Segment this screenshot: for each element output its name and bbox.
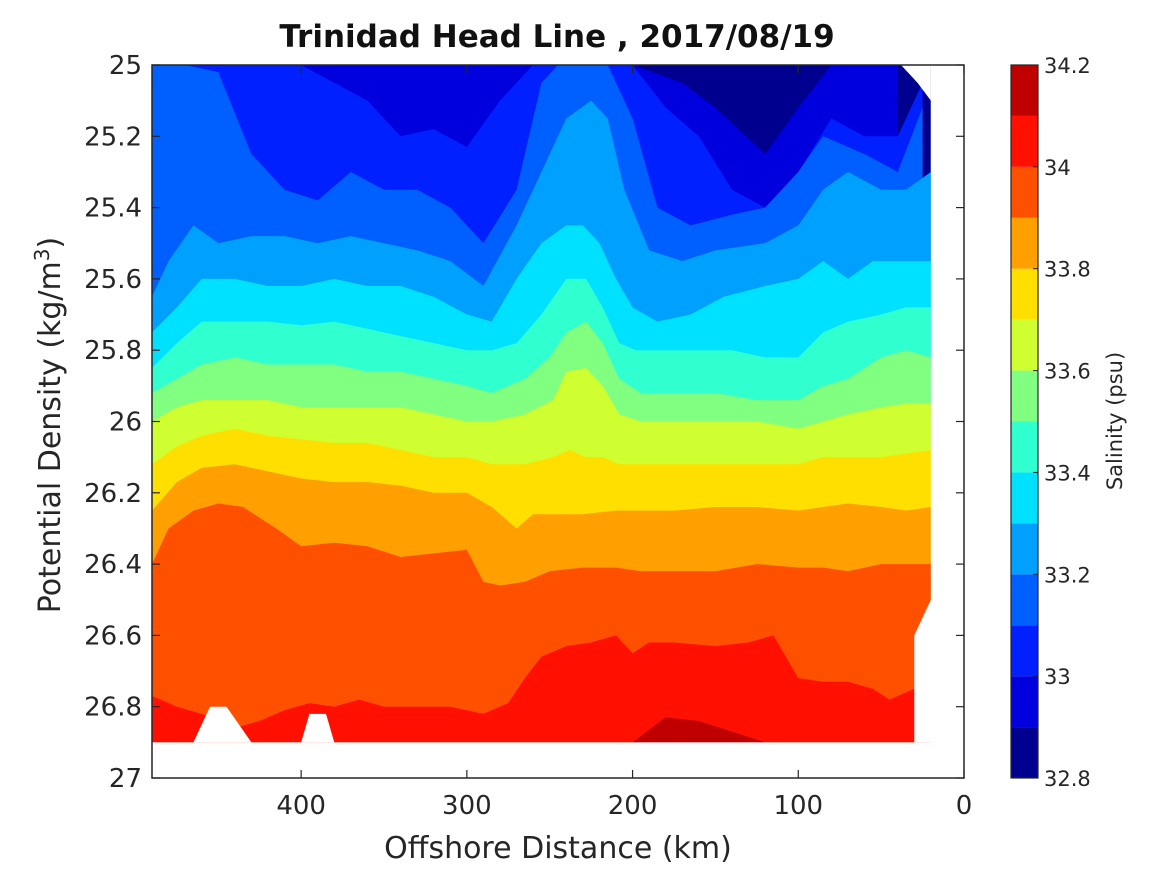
colorbar-tick-label: 32.8 xyxy=(1044,767,1091,791)
colorbar-tick-label: 33.4 xyxy=(1044,461,1091,485)
plot-area xyxy=(152,65,964,778)
chart-title: Trinidad Head Line , 2017/08/19 xyxy=(279,19,834,55)
colorbar: 34.2 34 33.8 33.6 33.4 33.2 33 32.8 xyxy=(1010,54,1091,791)
x-tick-label: 400 xyxy=(276,791,326,821)
colorbar-swatch xyxy=(1011,676,1038,728)
colorbar-swatch xyxy=(1011,268,1038,320)
y-axis: 25 25.2 25.4 25.6 25.8 26 26.2 26.4 26.6 26.8 27 xyxy=(84,51,964,794)
colorbar-tick-label: 34.2 xyxy=(1044,54,1091,78)
y-axis-label-end: ) xyxy=(33,237,68,249)
x-tick-label: 300 xyxy=(442,791,492,821)
colorbar-swatch xyxy=(1011,421,1038,473)
x-tick-label: 0 xyxy=(956,791,973,821)
no-data-region-bottom xyxy=(152,742,964,778)
x-tick-label: 100 xyxy=(773,791,823,821)
x-axis: 400 300 200 100 0 xyxy=(276,65,972,821)
contour-band-34.1 xyxy=(152,717,931,743)
colorbar-swatch xyxy=(1011,217,1038,269)
colorbar-swatch xyxy=(1011,166,1038,218)
colorbar-swatch xyxy=(1011,65,1038,116)
colorbar-tick-label: 33.2 xyxy=(1044,563,1091,587)
y-tick-label: 26.4 xyxy=(84,550,142,580)
colorbar-swatch xyxy=(1011,115,1038,167)
colorbar-swatch xyxy=(1011,625,1038,677)
no-data-notch-1 xyxy=(193,706,252,743)
colorbar-tick-label: 33.8 xyxy=(1044,258,1091,282)
colorbar-tick-label: 33 xyxy=(1044,665,1071,689)
x-tick-label: 200 xyxy=(608,791,658,821)
y-tick-label: 27 xyxy=(109,764,142,794)
colorbar-tick-label: 33.6 xyxy=(1044,360,1091,384)
contour-band-34 xyxy=(152,635,931,743)
colorbar-swatch xyxy=(1011,370,1038,422)
y-axis-label-sup: 3 xyxy=(30,248,54,261)
colorbar-swatch xyxy=(1011,523,1038,575)
no-data-region-right xyxy=(897,65,964,778)
y-tick-label: 26.2 xyxy=(84,479,142,509)
no-data-notch-2 xyxy=(301,713,335,743)
y-axis-label-main: Potential Density (kg/m xyxy=(33,261,68,613)
colorbar-label: Salinity (psu) xyxy=(1103,352,1127,490)
colorbar-swatch xyxy=(1011,472,1038,524)
colorbar-tick-label: 34 xyxy=(1044,156,1071,180)
y-axis-label: Potential Density (kg/m3) xyxy=(30,237,68,613)
y-tick-label: 25.4 xyxy=(84,194,142,224)
no-data-region-top-right xyxy=(901,65,931,101)
x-axis-label: Offshore Distance (km) xyxy=(384,831,732,866)
y-tick-label: 25 xyxy=(109,51,142,81)
y-tick-label: 25.6 xyxy=(84,265,142,295)
colorbar-swatch xyxy=(1011,319,1038,371)
y-tick-label: 26 xyxy=(109,408,142,438)
y-tick-label: 25.2 xyxy=(84,122,142,152)
colorbar-frame xyxy=(1010,64,1039,779)
y-tick-label: 26.8 xyxy=(84,693,142,723)
y-tick-label: 26.6 xyxy=(84,621,142,651)
y-tick-label: 25.8 xyxy=(84,336,142,366)
colorbar-swatch xyxy=(1011,727,1038,778)
colorbar-swatch xyxy=(1011,574,1038,626)
